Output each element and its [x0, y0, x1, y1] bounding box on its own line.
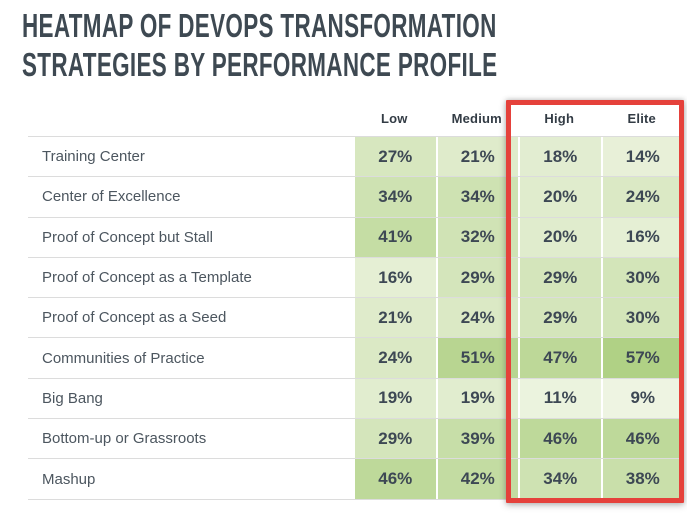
row-label: Center of Excellence — [42, 188, 181, 206]
heatmap-cell: 30% — [600, 257, 683, 298]
row-label: Big Bang — [42, 389, 103, 407]
heatmap-table: Low Medium High Elite Training Center 27% 21%… — [28, 100, 683, 500]
column-header-elite: Elite — [627, 110, 656, 126]
heatmap-cell: 9% — [600, 378, 683, 419]
table-row: Bottom-up or Grassroots 29% 39% 46% 46% — [28, 418, 683, 459]
heatmap-cell: 34% — [518, 459, 601, 499]
row-label: Communities of Practice — [42, 349, 205, 367]
heatmap-cell: 16% — [600, 217, 683, 257]
heatmap-header-row: Low Medium High Elite — [28, 100, 683, 136]
row-label: Proof of Concept but Stall — [42, 228, 213, 246]
heatmap-cell: 11% — [518, 378, 601, 419]
heatmap-cell: 24% — [600, 177, 683, 217]
heatmap-cell: 46% — [353, 459, 436, 499]
heatmap-cell: 47% — [518, 338, 601, 378]
heatmap-cell: 24% — [353, 338, 436, 378]
heatmap-cell: 41% — [353, 217, 436, 257]
row-label: Proof of Concept as a Template — [42, 269, 252, 287]
table-row: Communities of Practice 24% 51% 47% 57% — [28, 337, 683, 378]
heatmap-cell: 42% — [435, 459, 518, 499]
row-label: Proof of Concept as a Seed — [42, 309, 227, 327]
heatmap-body: Training Center 27% 21% 18% 14% Center of Exc… — [28, 136, 683, 500]
heatmap-cell: 19% — [435, 378, 518, 419]
column-header-high: High — [544, 110, 575, 126]
heatmap-cell: 46% — [600, 419, 683, 459]
heatmap-cell: 16% — [353, 257, 436, 298]
heatmap-cell: 30% — [600, 298, 683, 338]
heatmap-cell: 14% — [600, 137, 683, 177]
table-row: Big Bang 19% 19% 11% 9% — [28, 377, 683, 419]
heatmap-cell: 24% — [435, 298, 518, 338]
heatmap-cell: 29% — [518, 298, 601, 338]
page-title-line1: HEATMAP OF DEVOPS TRANSFORMATION — [22, 7, 497, 44]
heatmap-cell: 21% — [353, 298, 436, 338]
row-label: Bottom-up or Grassroots — [42, 430, 207, 448]
heatmap-cell: 34% — [353, 177, 436, 217]
column-header-medium: Medium — [451, 110, 502, 126]
heatmap-cell: 27% — [353, 137, 436, 177]
heatmap-cell: 29% — [353, 419, 436, 459]
page-title-line2: STRATEGIES BY PERFORMANCE PROFILE — [22, 46, 498, 83]
page-title: HEATMAP OF DEVOPS TRANSFORMATION STRATEG… — [22, 6, 497, 84]
heatmap-cell: 20% — [518, 217, 601, 257]
row-label: Mashup — [42, 470, 96, 488]
table-row: Mashup 46% 42% 34% 38% — [28, 458, 683, 500]
heatmap-cell: 34% — [435, 177, 518, 217]
heatmap-cell: 32% — [435, 217, 518, 257]
heatmap-cell: 19% — [353, 378, 436, 419]
heatmap-cell: 39% — [435, 419, 518, 459]
heatmap-cell: 51% — [435, 338, 518, 378]
row-label: Training Center — [42, 148, 145, 166]
heatmap-cell: 57% — [600, 338, 683, 378]
heatmap-cell: 46% — [518, 419, 601, 459]
table-row: Center of Excellence 34% 34% 20% 24% — [28, 176, 683, 217]
table-row: Proof of Concept as a Template 16% 29% 29% 3… — [28, 256, 683, 298]
table-row: Training Center 27% 21% 18% 14% — [28, 136, 683, 177]
heatmap-cell: 38% — [600, 459, 683, 499]
table-row: Proof of Concept as a Seed 21% 24% 29% 30% — [28, 297, 683, 338]
column-header-low: Low — [380, 110, 408, 126]
heatmap-cell: 20% — [518, 177, 601, 217]
heatmap-cell: 29% — [435, 257, 518, 298]
table-row: Proof of Concept but Stall 41% 32% 20% 16% — [28, 216, 683, 257]
heatmap-cell: 29% — [518, 257, 601, 298]
heatmap-cell: 18% — [518, 137, 601, 177]
heatmap-cell: 21% — [435, 137, 518, 177]
